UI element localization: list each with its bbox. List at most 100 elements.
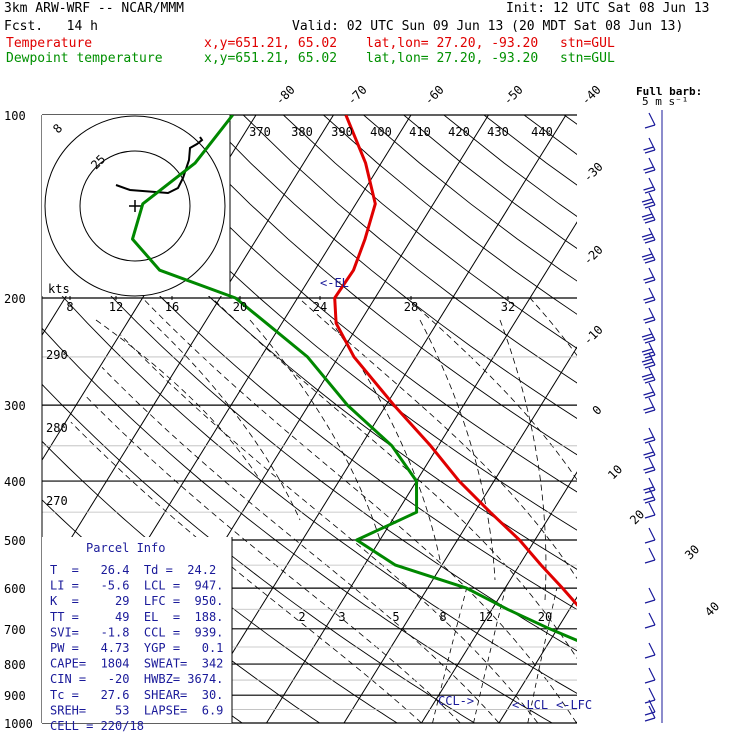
pressure-label: 300 [4, 399, 26, 413]
dry-adiabat-line [644, 115, 740, 723]
wind-barb [648, 642, 656, 656]
wind-barb-flag [644, 149, 656, 154]
dry-adiabat-line [725, 115, 740, 723]
speed-tick-label: 8 [66, 300, 73, 314]
wind-barb [648, 687, 656, 701]
dry-adiabat-side-label: 290 [46, 348, 68, 362]
wind-barb-flag [644, 499, 656, 504]
wind-barb-flag [643, 186, 654, 191]
dry-adiabat-line [323, 115, 577, 315]
wind-barb-flag [644, 489, 656, 494]
dry-adiabat-line [363, 115, 577, 282]
isotherm-line [732, 115, 740, 723]
theta-label: 440 [531, 125, 553, 139]
isotherm-label: -60 [422, 83, 447, 108]
moist-adiabat-line [211, 297, 577, 659]
wind-barb-flag [644, 394, 656, 399]
dry-adiabat-line [685, 115, 740, 723]
wind-barb-flag [643, 256, 654, 261]
parcel-info-row: LI = -5.6 LCL = 947. [50, 579, 223, 593]
mixing-ratio-line [432, 587, 468, 723]
wind-barb-flag [644, 219, 656, 224]
wind-barb-flag [643, 486, 654, 491]
header: 3km ARW-WRF -- NCAR/MMM Init: 12 UTC Sat… [0, 0, 740, 70]
wind-barb-flag [641, 358, 653, 363]
kts-label: kts [48, 282, 70, 296]
wind-barb [648, 457, 656, 471]
mixing-ratio-line [473, 588, 506, 723]
wind-barb-flag [644, 469, 656, 474]
speed-tick-label: 20 [233, 300, 247, 314]
full-barb-label: Full barb: [636, 85, 702, 98]
speed-isoline [95, 319, 261, 481]
wind-barb-flag [644, 559, 656, 564]
wind-barb-flag [643, 166, 654, 171]
wind-barb-flag [643, 496, 654, 501]
pressure-label: 1000 [4, 717, 33, 731]
mixing-ratio-label: 20 [538, 610, 552, 624]
wind-barb [648, 287, 656, 301]
moist-adiabat-line [406, 297, 577, 481]
dewpoint-trace [131, 115, 577, 643]
wind-barb [648, 157, 656, 171]
parcel-box-background [42, 537, 232, 723]
wind-barb-flag [644, 279, 656, 284]
wind-barb-flag [643, 376, 654, 381]
temperature-xy: x,y=651.21, 65.02 [204, 36, 338, 51]
hodograph-ring [79, 150, 191, 262]
parcel-info-row: SVI= -1.8 CCL = 939. [50, 625, 223, 639]
dry-adiabat-line [202, 115, 577, 419]
wind-barb [648, 382, 656, 396]
wind-barb-flag [644, 679, 656, 684]
wind-barb-flag [643, 391, 654, 396]
wind-barb-flag [641, 373, 653, 378]
dry-adiabat-line [283, 115, 577, 349]
dry-adiabat-side-label: 280 [46, 421, 68, 435]
parcel-info-row: CAPE= 1804 SWEAT= 342 [50, 657, 223, 671]
moist-adiabat-line [529, 297, 577, 357]
wind-barb [648, 307, 656, 321]
moist-adiabat-line [85, 395, 461, 723]
wind-barb-flag [644, 454, 656, 459]
wind-barb-flag [643, 361, 654, 366]
init-time: Init: 12 UTC Sat 08 Jun 13 [506, 1, 710, 16]
mixing-ratio-label: 8 [439, 610, 446, 624]
wind-barb [648, 547, 656, 561]
wind-barb [648, 137, 656, 151]
speed-tick-label: 24 [313, 300, 327, 314]
speed-tick-label: 28 [404, 300, 418, 314]
isotherm-line [42, 115, 334, 587]
isotherm-label: 40 [702, 599, 722, 619]
wind-barb-flag [644, 711, 656, 716]
wind-barb-flag [644, 624, 656, 629]
wind-barb-flag [641, 348, 653, 353]
isotherm-label: 10 [605, 462, 625, 482]
wind-barb-flag [643, 316, 654, 321]
pressure-label: 800 [4, 658, 26, 672]
wind-barb-flag [644, 439, 656, 444]
moist-adiabat-line [643, 298, 740, 723]
mixing-ratio-label: 2 [298, 610, 305, 624]
wind-barb-flag [643, 466, 654, 471]
moist-adiabat-line [732, 298, 740, 723]
theta-label: 390 [331, 125, 353, 139]
dry-adiabat-line [162, 115, 577, 456]
mixing-ratio-lines [432, 587, 558, 723]
dewpoint-latlon: lat,lon= 27.20, -93.20 [366, 51, 539, 66]
speed-tick-label: 32 [501, 300, 515, 314]
moist-adiabat-line [101, 367, 500, 723]
wind-barb [648, 667, 656, 681]
wind-barb-flag [644, 169, 656, 174]
wind-barb-flag [643, 201, 654, 206]
hodograph-ring [44, 115, 226, 297]
isotherm-label: 30 [682, 542, 702, 562]
temperature-latlon: lat,lon= 27.20, -93.20 [366, 36, 539, 51]
wind-barb-flag [641, 233, 653, 238]
temperature-stn: stn=GUL [560, 36, 615, 51]
wind-barb [648, 705, 656, 719]
isotherm-label: -10 [581, 323, 606, 348]
isotherm-label: -80 [273, 83, 298, 108]
speed-isoline [329, 319, 441, 561]
